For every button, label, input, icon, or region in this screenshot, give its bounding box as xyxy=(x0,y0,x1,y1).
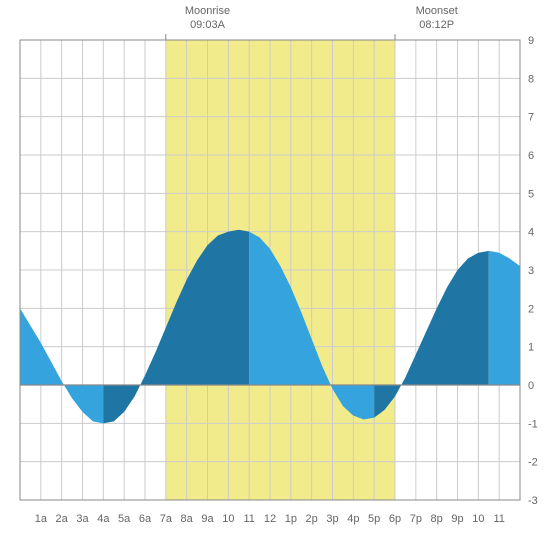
x-tick-label: 10 xyxy=(472,513,484,525)
y-tick-label: -1 xyxy=(528,418,538,430)
y-tick-label: 3 xyxy=(528,265,534,277)
x-tick-label: 4p xyxy=(347,513,359,525)
x-tick-label: 7a xyxy=(160,513,173,525)
x-tick-label: 3a xyxy=(76,513,89,525)
x-tick-label: 6p xyxy=(389,513,401,525)
y-tick-label: -3 xyxy=(528,495,538,507)
chart-svg: 1a2a3a4a5a6a7a8a9a1011121p2p3p4p5p6p7p8p… xyxy=(0,0,550,550)
x-tick-label: 4a xyxy=(97,513,110,525)
y-tick-label: 4 xyxy=(528,227,534,239)
y-tick-label: -2 xyxy=(528,457,538,469)
x-tick-label: 7p xyxy=(410,513,422,525)
x-tick-label: 6a xyxy=(139,513,152,525)
x-tick-label: 11 xyxy=(243,513,254,525)
x-tick-label: 1a xyxy=(35,513,48,525)
x-tick-label: 3p xyxy=(326,513,338,525)
x-tick-label: 12 xyxy=(264,513,276,525)
y-tick-label: 6 xyxy=(528,150,534,162)
tide-area-segment xyxy=(489,251,520,385)
y-tick-label: 0 xyxy=(528,380,534,392)
x-tick-label: 10 xyxy=(222,513,234,525)
moonrise-label: Moonrise xyxy=(185,5,230,17)
x-tick-label: 9p xyxy=(451,513,463,525)
y-tick-label: 8 xyxy=(528,73,534,85)
y-tick-label: 9 xyxy=(528,35,534,47)
x-tick-label: 2a xyxy=(56,513,69,525)
x-tick-label: 11 xyxy=(493,513,504,525)
tide-chart: 1a2a3a4a5a6a7a8a9a1011121p2p3p4p5p6p7p8p… xyxy=(0,0,550,550)
x-tick-label: 5p xyxy=(368,513,380,525)
x-tick-label: 8p xyxy=(431,513,443,525)
x-tick-label: 8a xyxy=(181,513,194,525)
x-tick-label: 9a xyxy=(201,513,214,525)
x-tick-label: 1p xyxy=(285,513,297,525)
x-tick-label: 2p xyxy=(306,513,318,525)
x-tick-label: 5a xyxy=(118,513,131,525)
y-tick-label: 7 xyxy=(528,112,534,124)
y-tick-label: 1 xyxy=(528,342,534,354)
moonrise-time: 09:03A xyxy=(190,19,226,31)
y-tick-label: 5 xyxy=(528,188,534,200)
moonset-label: Moonset xyxy=(416,5,458,17)
moonset-time: 08:12P xyxy=(419,19,454,31)
y-tick-label: 2 xyxy=(528,303,534,315)
